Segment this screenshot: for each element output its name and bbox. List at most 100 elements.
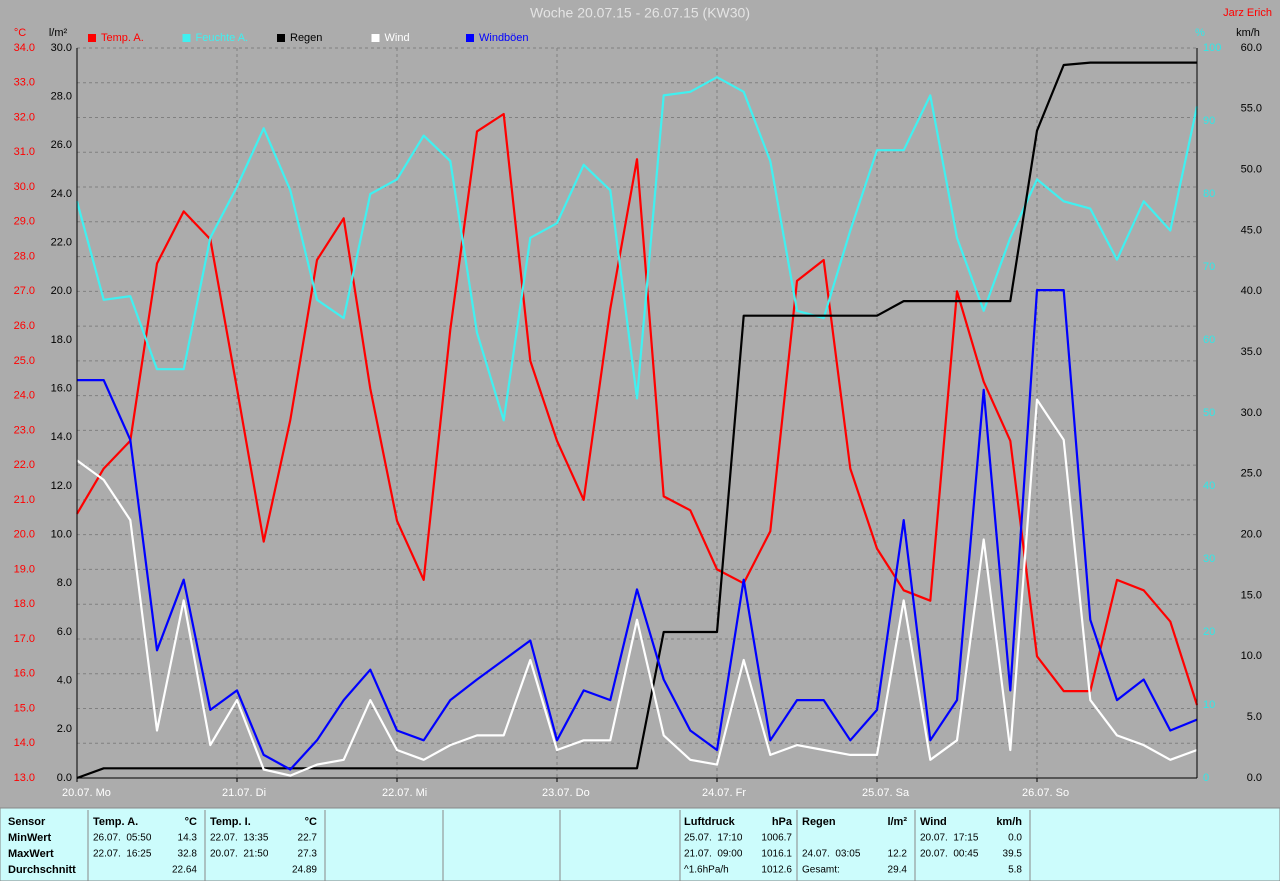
chart-title: Woche 20.07.15 - 26.07.15 (KW30) — [530, 5, 750, 21]
lines — [75, 61, 1199, 780]
stat-label: 20.07. 17:15 — [920, 833, 979, 844]
legend-label: Feuchte A. — [196, 32, 249, 44]
stat-value: 1012.6 — [761, 865, 792, 876]
x-tick-label: 24.07. Fr — [702, 787, 746, 799]
y-tick-label: 18.0 — [14, 598, 35, 610]
legend-label: Windböen — [479, 32, 529, 44]
y-tick-label: 4.0 — [57, 675, 72, 687]
stat-value: 12.2 — [888, 849, 908, 860]
y-tick-label: 27.0 — [14, 285, 35, 297]
series-line — [75, 76, 1199, 422]
y-tick-label: 14.0 — [51, 431, 72, 443]
axis-unit: km/h — [1236, 27, 1260, 39]
row-label: Sensor — [8, 816, 46, 828]
y-tick-label: 20.0 — [51, 285, 72, 297]
legend-swatch — [182, 34, 191, 42]
y-tick-label: 6.0 — [57, 626, 72, 638]
y-tick-label: 14.0 — [14, 737, 35, 749]
y-tick-label: 26.0 — [51, 139, 72, 151]
stats-background — [0, 807, 1280, 881]
y-tick-label: 50.0 — [1241, 164, 1262, 176]
y-tick-label: 10.0 — [51, 529, 72, 541]
y-tick-label: 80 — [1203, 188, 1215, 200]
legend-swatch — [371, 34, 380, 42]
sensor-unit: °C — [305, 816, 317, 828]
y-tick-label: 28.0 — [51, 91, 72, 103]
y-tick-label: 31.0 — [14, 146, 35, 158]
y-tick-label: 25.0 — [14, 355, 35, 367]
stat-value: 39.5 — [1003, 849, 1023, 860]
row-label: MaxWert — [8, 848, 54, 860]
series-line — [76, 112, 1199, 706]
x-tick-label: 21.07. Di — [222, 787, 266, 799]
y-tick-label: 60.0 — [1241, 42, 1262, 54]
y-tick-label: 29.0 — [14, 216, 35, 228]
y-tick-label: 21.0 — [14, 494, 35, 506]
y-tick-label: 22.0 — [51, 237, 72, 249]
y-tick-label: 10 — [1203, 699, 1215, 711]
y-tick-label: 24.0 — [51, 188, 72, 200]
x-tick-label: 20.07. Mo — [62, 787, 111, 799]
y-tick-label: 5.0 — [1247, 711, 1262, 723]
y-tick-label: 40 — [1203, 480, 1215, 492]
y-tick-label: 20 — [1203, 626, 1215, 638]
stat-value: 1016.1 — [761, 849, 792, 860]
axis-unit: l/m² — [49, 27, 68, 39]
y-tick-label: 70 — [1203, 261, 1215, 273]
stat-value: 0.0 — [1008, 833, 1022, 844]
sensor-unit: l/m² — [887, 816, 907, 828]
y-tick-label: 19.0 — [14, 563, 35, 575]
stat-label: 20.07. 21:50 — [210, 849, 269, 860]
sensor-name: Luftdruck — [684, 816, 736, 828]
stat-label: ^1.6hPa/h — [684, 865, 729, 876]
y-tick-label: 28.0 — [14, 250, 35, 262]
sensor-unit: km/h — [996, 816, 1022, 828]
background — [0, 0, 1280, 808]
y-tick-label: 32.0 — [14, 111, 35, 123]
y-tick-label: 33.0 — [14, 77, 35, 89]
labels: °C 13.0 14.0 15.0 16.0 17.0 18.0 19.0 20.0 21.0 22… — [14, 27, 1262, 799]
stat-value: 24.89 — [292, 865, 317, 876]
sensor-name: Temp. A. — [93, 816, 138, 828]
y-tick-label: 90 — [1203, 115, 1215, 127]
y-tick-label: 13.0 — [14, 772, 35, 784]
y-tick-label: 50 — [1203, 407, 1215, 419]
y-tick-label: 15.0 — [14, 702, 35, 714]
stat-value: 29.4 — [888, 865, 908, 876]
stat-value: 32.8 — [178, 849, 198, 860]
stat-label: 25.07. 17:10 — [684, 833, 743, 844]
legend-label: Temp. A. — [101, 32, 144, 44]
y-tick-label: 10.0 — [1241, 650, 1262, 662]
legend-swatch — [88, 34, 96, 42]
y-tick-label: 0.0 — [1247, 772, 1262, 784]
y-tick-label: 15.0 — [1241, 589, 1262, 601]
row-label: Durchschnitt — [8, 864, 76, 876]
y-tick-label: 34.0 — [14, 42, 35, 54]
y-tick-label: 30.0 — [1241, 407, 1262, 419]
y-tick-label: 22.0 — [14, 459, 35, 471]
stat-value: 1006.7 — [761, 833, 792, 844]
stat-label: 26.07. 05:50 — [93, 833, 152, 844]
y-tick-label: 30.0 — [14, 181, 35, 193]
y-tick-label: 18.0 — [51, 334, 72, 346]
y-tick-label: 30.0 — [51, 42, 72, 54]
y-tick-label: 60 — [1203, 334, 1215, 346]
stat-value: 5.8 — [1008, 865, 1022, 876]
sensor-name: Wind — [920, 816, 947, 828]
stat-label: 22.07. 13:35 — [210, 833, 269, 844]
y-tick-label: 45.0 — [1241, 224, 1262, 236]
stat-label: 24.07. 03:05 — [802, 849, 861, 860]
legend-swatch — [277, 34, 285, 42]
y-tick-label: 26.0 — [14, 320, 35, 332]
x-tick-label: 22.07. Mi — [382, 787, 427, 799]
y-tick-label: 20.0 — [1241, 529, 1262, 541]
legend-label: Regen — [290, 32, 322, 44]
sensor-unit: hPa — [772, 816, 793, 828]
x-tick-label: 26.07. So — [1022, 787, 1069, 799]
stat-value: 14.3 — [178, 833, 198, 844]
y-tick-label: 25.0 — [1241, 468, 1262, 480]
axis-unit: % — [1195, 27, 1205, 39]
stat-value: 27.3 — [298, 849, 318, 860]
